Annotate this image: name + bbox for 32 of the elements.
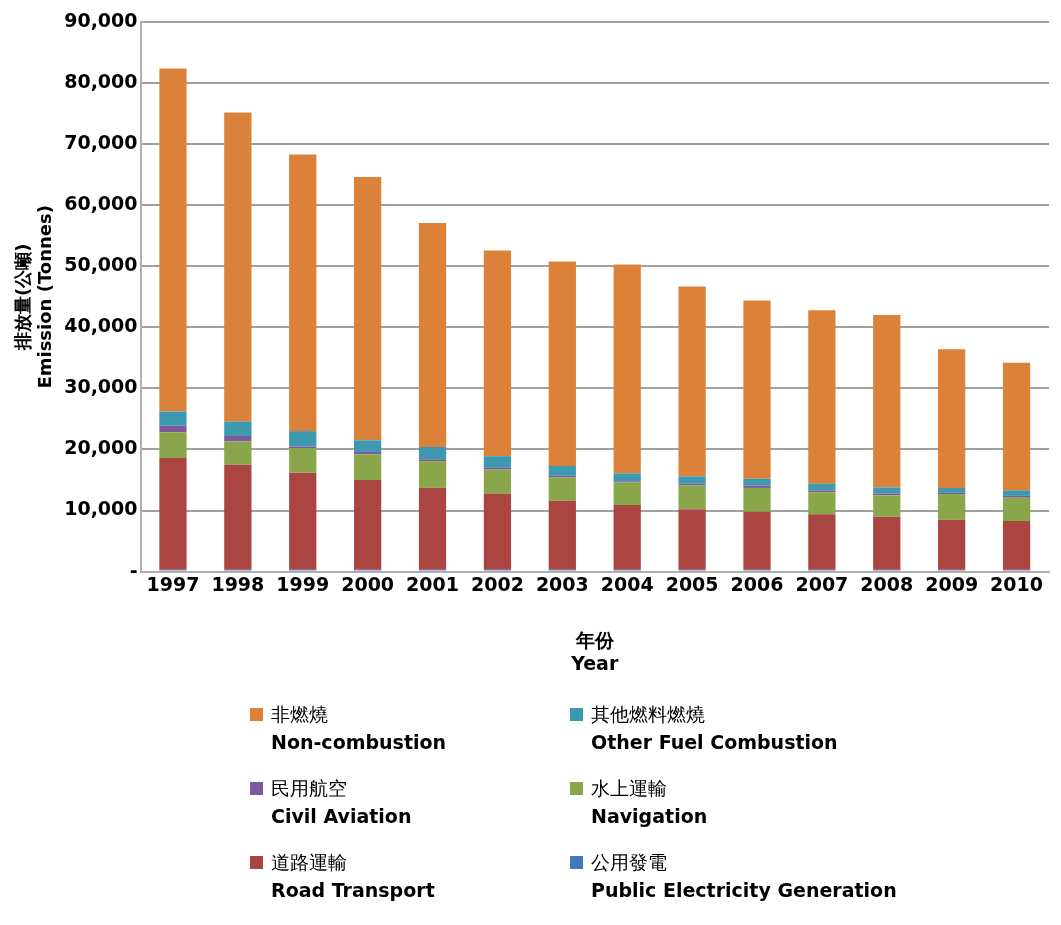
y-axis-title: 排放量(公噸) Emission (Tonnes) <box>12 205 56 389</box>
x-tick-label: 2002 <box>470 572 524 595</box>
y-tick-label: 90,000 <box>64 8 138 31</box>
x-tick-label: 2006 <box>730 572 784 595</box>
y-tick-label: 70,000 <box>64 131 138 154</box>
x-tick-label: 2005 <box>665 572 719 595</box>
x-tick-label: 1998 <box>211 572 265 595</box>
x-tick-label: 2004 <box>600 572 654 595</box>
y-tick-label: 60,000 <box>64 192 138 215</box>
x-tick-label: 2000 <box>341 572 395 595</box>
legend-label: 道路運輸 Road Transport <box>271 851 435 901</box>
x-axis-title: 年份 Year <box>570 628 619 674</box>
legend-label: 民用航空 Civil Aviation <box>271 777 412 827</box>
x-tick-label: 2001 <box>406 572 459 595</box>
x-tick-label: 2003 <box>535 572 589 595</box>
y-tick-label: 40,000 <box>64 314 138 337</box>
legend-label: 非燃燒 Non-combustion <box>271 703 447 753</box>
x-tick-label: 1997 <box>146 572 200 595</box>
x-tick-label: 2010 <box>990 572 1043 595</box>
legend-label: 其他燃料燃燒 Other Fuel Combustion <box>591 703 838 753</box>
y-tick-label: 80,000 <box>64 70 138 92</box>
x-tick-label: 2007 <box>795 572 849 595</box>
x-tick-label: 2008 <box>860 572 914 595</box>
x-tick-label: 2009 <box>925 572 979 595</box>
legend-label: 公用發電 Public Electricity Generation <box>591 851 897 901</box>
y-tick-label: 10,000 <box>64 497 138 520</box>
y-tick-label: 30,000 <box>64 375 138 398</box>
legend-label: 水上運輸 Navigation <box>591 777 708 827</box>
x-tick-label: 1999 <box>276 572 330 595</box>
y-tick-label: - <box>129 558 138 581</box>
y-tick-label: 20,000 <box>64 436 138 459</box>
y-tick-label: 50,000 <box>64 253 138 276</box>
